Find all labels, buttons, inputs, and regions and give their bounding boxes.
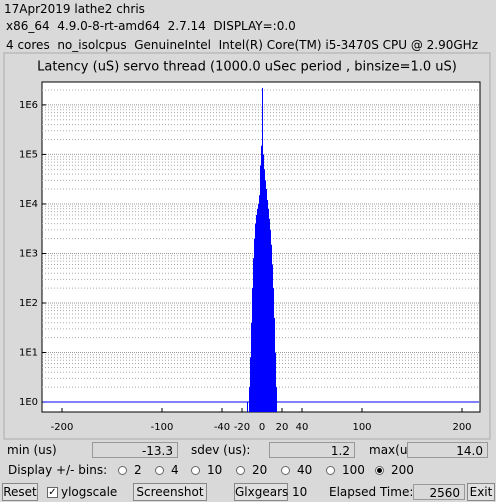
histogram-bar bbox=[250, 357, 251, 412]
histogram-bar bbox=[271, 244, 272, 412]
bins-option[interactable]: 20 bbox=[252, 463, 268, 477]
glxgears-count: 10 bbox=[292, 485, 308, 499]
y-tick-label: 1E3 bbox=[19, 248, 38, 259]
stat-label: max(us) bbox=[369, 443, 419, 457]
histogram-bar bbox=[265, 180, 266, 412]
bins-option[interactable]: 2 bbox=[134, 463, 142, 477]
header-line: x86_64 4.9.0-8-rt-amd64 2.7.14 DISPLAY=:… bbox=[6, 19, 296, 33]
header-line: 17Apr2019 lathe2 chris bbox=[4, 2, 145, 16]
exit-button[interactable]: Exit bbox=[467, 483, 495, 501]
histogram-bar bbox=[273, 288, 274, 412]
x-tick-label: -20 bbox=[234, 422, 250, 433]
histogram-bar bbox=[259, 195, 260, 412]
header-line: 4 cores no_isolcpus GenuineIntel Intel(R… bbox=[6, 38, 478, 52]
bins-option[interactable]: 4 bbox=[171, 463, 179, 477]
x-tick-label: 0 bbox=[259, 422, 265, 433]
y-tick-label: 1E0 bbox=[19, 397, 38, 408]
histogram-bar bbox=[261, 145, 262, 412]
x-tick-label: 100 bbox=[352, 422, 371, 433]
bins-radio[interactable] bbox=[155, 466, 164, 475]
reset-button[interactable]: Reset bbox=[2, 483, 38, 501]
histogram-bar bbox=[260, 165, 261, 412]
histogram-bar bbox=[253, 258, 254, 412]
histogram-bar bbox=[254, 238, 255, 412]
histogram-bar bbox=[247, 402, 248, 412]
bins-option[interactable]: 40 bbox=[297, 463, 313, 477]
stat-value: 14.0 bbox=[407, 442, 488, 458]
bins-radio[interactable] bbox=[236, 466, 245, 475]
histogram-bar bbox=[270, 229, 271, 412]
glxgears-button[interactable]: Glxgears bbox=[234, 483, 289, 501]
bins-radio[interactable] bbox=[326, 466, 335, 475]
histogram-bar bbox=[255, 223, 256, 412]
histogram-bar bbox=[264, 169, 265, 412]
histogram-bar bbox=[267, 200, 268, 412]
histogram-bar bbox=[263, 154, 264, 412]
histogram-bar bbox=[256, 214, 257, 412]
bins-option[interactable]: 10 bbox=[207, 463, 223, 477]
bins-option[interactable]: 200 bbox=[391, 463, 414, 477]
bins-radio[interactable] bbox=[191, 466, 200, 475]
stat-label: min (us) bbox=[7, 443, 57, 457]
bins-option[interactable]: 100 bbox=[342, 463, 365, 477]
histogram-bar bbox=[272, 264, 273, 412]
bins-label: Display +/- bins: bbox=[8, 463, 108, 477]
elapsed-label: Elapsed Time: bbox=[329, 485, 414, 499]
histogram-bar bbox=[251, 322, 252, 412]
y-tick-label: 1E2 bbox=[19, 298, 38, 309]
histogram-bar bbox=[268, 208, 269, 412]
histogram-bar bbox=[249, 387, 250, 412]
y-tick-label: 1E5 bbox=[19, 149, 38, 160]
stat-label: sdev (us): bbox=[191, 443, 251, 457]
histogram-bar bbox=[276, 387, 277, 412]
histogram-bar bbox=[252, 288, 253, 412]
y-tick-label: 1E4 bbox=[19, 199, 38, 210]
stat-value: 1.2 bbox=[269, 442, 355, 458]
x-tick-label: -100 bbox=[151, 422, 174, 433]
x-tick-label: 20 bbox=[276, 422, 289, 433]
histogram-bar bbox=[257, 208, 258, 412]
histogram-bar bbox=[258, 203, 259, 412]
chart-title: Latency (uS) servo thread (1000.0 uSec p… bbox=[37, 60, 457, 75]
histogram-bar bbox=[275, 352, 276, 412]
y-tick-label: 1E6 bbox=[19, 100, 38, 111]
x-tick-label: -40 bbox=[214, 422, 230, 433]
x-tick-label: 40 bbox=[296, 422, 309, 433]
elapsed-value: 2560 bbox=[413, 484, 465, 500]
x-tick-label: -200 bbox=[51, 422, 74, 433]
histogram-bar bbox=[274, 317, 275, 412]
bins-radio[interactable] bbox=[375, 466, 384, 475]
histogram-bar bbox=[262, 87, 263, 413]
ylogscale-label[interactable]: ylogscale bbox=[61, 485, 118, 499]
bins-radio[interactable] bbox=[118, 466, 127, 475]
ylogscale-checkbox[interactable]: ✓ bbox=[47, 487, 58, 498]
screenshot-button[interactable]: Screenshot bbox=[133, 483, 207, 501]
bins-radio[interactable] bbox=[281, 466, 290, 475]
histogram-bar bbox=[266, 189, 267, 412]
histogram-bar bbox=[269, 218, 270, 412]
chart: Latency (uS) servo thread (1000.0 uSec p… bbox=[3, 52, 491, 440]
stat-value: -13.3 bbox=[92, 442, 178, 458]
x-tick-label: 200 bbox=[452, 422, 471, 433]
y-tick-label: 1E1 bbox=[19, 348, 38, 359]
